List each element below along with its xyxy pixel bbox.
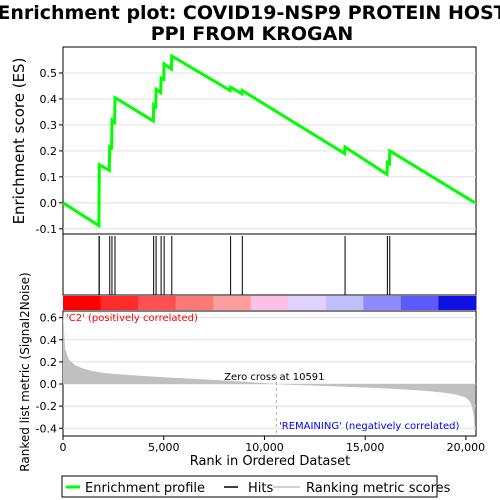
metric-tick-label: 0.0	[40, 378, 58, 391]
heatbar-segment	[175, 296, 214, 310]
heatbar-segment	[213, 296, 252, 310]
metric-y-axis-label: Ranked list metric (Signal2Noise)	[18, 272, 32, 471]
heatbar-segment	[363, 296, 402, 310]
metric-panel-frame	[62, 310, 477, 437]
title-line-1: Enrichment plot: COVID19-NSP9 PROTEIN HO…	[0, 2, 500, 24]
heatbar-segment	[138, 296, 177, 310]
metric-panel: Zero cross at 10591 'C2' (positively cor…	[36, 310, 486, 454]
negative-correlation-label: 'REMAINING' (negatively correlated)	[279, 421, 459, 432]
hits-panel	[62, 233, 477, 296]
heatbar-segment	[63, 296, 102, 310]
title-line-2: PPI FROM KROGAN	[151, 23, 354, 45]
heatbar-segment	[288, 296, 327, 310]
x-tick-label: 20,000	[447, 441, 486, 454]
metric-tick-label: 0.4	[40, 334, 58, 347]
hits-ticks	[98, 236, 391, 295]
es-tick-label: 0.3	[40, 119, 58, 132]
es-panel: -0.1 0.0 0.1 0.2 0.3 0.4 0.5	[36, 46, 477, 236]
es-tick-label: 0.4	[40, 93, 58, 106]
metric-y-ticks: -0.4 -0.2 0.0 0.2 0.4 0.6	[36, 312, 63, 435]
es-y-ticks: -0.1 0.0 0.1 0.2 0.3 0.4 0.5	[36, 67, 63, 236]
x-axis-label: Rank in Ordered Dataset	[190, 454, 351, 469]
es-tick-label: 0.2	[40, 145, 58, 158]
legend-frame	[61, 475, 438, 498]
x-tick-label: 10,000	[245, 441, 284, 454]
legend-profile-label: Enrichment profile	[85, 481, 205, 496]
es-grid	[63, 72, 476, 230]
es-tick-label: 0.5	[40, 67, 58, 80]
heatbar-segment	[400, 296, 439, 310]
legend: Enrichment profile Hits Ranking metric s…	[61, 475, 451, 498]
legend-metric-label: Ranking metric scores	[306, 481, 451, 496]
es-tick-label: 0.1	[40, 171, 58, 184]
x-tick-label: 5,000	[148, 441, 180, 454]
heatbar-segment	[325, 296, 364, 310]
ranking-heatbar	[63, 296, 477, 310]
positive-correlation-label: 'C2' (positively correlated)	[66, 313, 198, 324]
legend-hits-label: Hits	[248, 481, 273, 496]
es-y-axis-label: Enrichment score (ES)	[10, 58, 28, 225]
hits-panel-frame	[62, 233, 477, 296]
zero-cross-label: Zero cross at 10591	[224, 372, 324, 383]
metric-tick-label: -0.2	[36, 400, 57, 413]
es-panel-frame	[62, 46, 477, 235]
metric-tick-label: 0.6	[40, 312, 58, 325]
metric-tick-label: 0.2	[40, 356, 58, 369]
metric-tick-label: -0.4	[36, 422, 57, 435]
heatbar-segment	[250, 296, 289, 310]
enrichment-profile-line	[62, 53, 476, 229]
es-tick-label: -0.1	[36, 223, 57, 236]
es-tick-label: 0.0	[40, 197, 58, 210]
x-tick-label: 0	[60, 441, 67, 454]
heatbar-segment	[438, 296, 477, 310]
x-tick-label: 15,000	[346, 441, 385, 454]
heatbar-segment	[100, 296, 139, 310]
x-ticks: 0 5,000 10,000 15,000 20,000	[60, 436, 486, 454]
